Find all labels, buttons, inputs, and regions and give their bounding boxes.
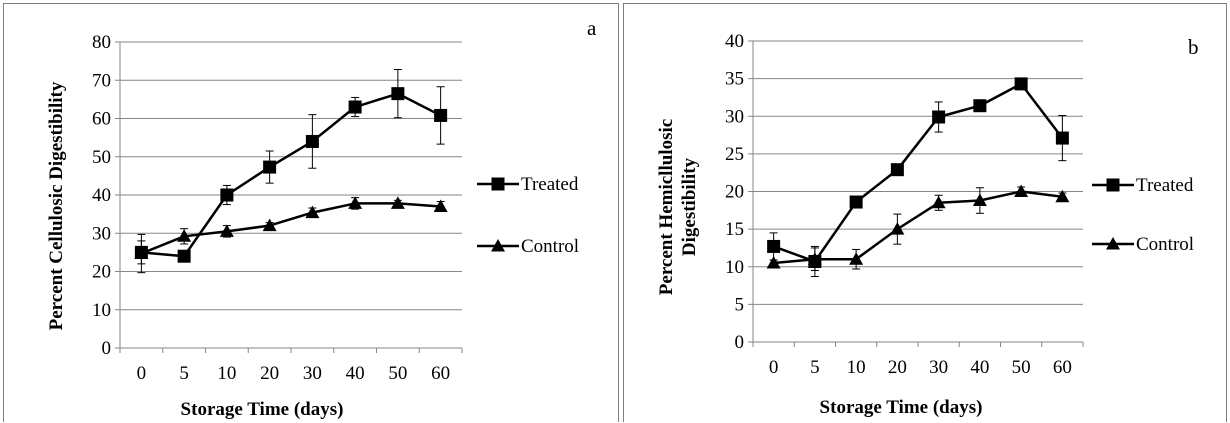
treated-series-line [141,92,442,258]
treated-marker [1055,131,1069,145]
treated-series-line [773,82,1064,263]
y-tick-label: 10 [92,300,111,321]
x-tick-label: 0 [769,357,779,378]
treated-marker [849,195,863,209]
x-tick-label: 50 [1012,357,1031,378]
y-tick-label: 10 [725,257,744,278]
control-marker [348,196,363,209]
chart-panel-b: b Storage Time (days) Percent Hemicllulo… [623,3,1227,422]
y-tick-label: 40 [92,185,111,206]
chart-b-ylabel: Percent Hemicllulosic Digestibility [656,119,700,295]
y-tick-label: 35 [725,69,744,90]
control-marker [219,224,234,237]
chart-b-ylabel-line1: Percent Hemicllulosic [656,119,677,295]
treated-marker [434,108,448,122]
legend-control-label: Control [521,236,579,257]
chart-a-xlabel: Storage Time (days) [181,399,344,420]
x-tick-label: 30 [303,363,322,384]
control-series-line [140,202,441,255]
treated-marker [305,134,319,148]
treated-marker [177,249,191,263]
control-marker [890,222,905,235]
control-marker [766,255,781,269]
control-marker [177,229,192,242]
treated-marker [391,87,405,101]
treated-marker [890,163,904,177]
x-tick-label: 50 [388,363,407,384]
y-tick-label: 80 [92,32,111,53]
panel-label-a: a [587,16,597,40]
control-marker [972,193,987,207]
x-tick-label: 30 [929,357,948,378]
legend-control-marker [491,239,505,252]
control-marker [931,195,946,209]
x-tick-label: 60 [431,363,450,384]
y-tick-label: 20 [92,262,111,283]
y-tick-label: 30 [92,223,111,244]
y-tick-label: 30 [725,106,744,127]
x-tick-label: 10 [847,357,866,378]
x-tick-label: 5 [179,363,189,384]
y-tick-label: 40 [725,31,744,52]
control-marker [305,205,320,219]
legend-control-marker [1106,237,1120,250]
y-tick-label: 0 [102,338,112,359]
treated-marker [767,239,781,253]
x-tick-label: 40 [346,363,365,384]
x-tick-label: 20 [260,363,279,384]
chart-b-xlabel: Storage Time (days) [820,397,983,418]
x-tick-label: 0 [137,363,147,384]
x-tick-label: 10 [217,363,236,384]
legend-control-label: Control [1136,234,1194,255]
chart-panel-a: a Storage Time (days) Percent Cellulosic… [3,3,619,422]
y-tick-label: 50 [92,147,111,168]
x-tick-label: 20 [888,357,907,378]
chart-b-ylabel-line2: Digestibility [679,157,700,256]
chart-b-canvas: b Storage Time (days) Percent Hemicllulo… [656,31,1199,418]
control-marker [433,199,448,212]
y-tick-label: 70 [92,70,111,91]
y-tick-label: 20 [725,182,744,203]
control-marker [134,246,149,260]
chart-a-canvas: a Storage Time (days) Percent Cellulosic… [46,16,597,420]
chart-a-ylabel: Percent Cellulosic Digestibility [46,81,67,330]
legend-treated-label: Treated [521,174,579,195]
treated-marker [348,100,362,114]
treated-marker [1014,77,1028,91]
x-tick-label: 5 [810,357,820,378]
y-tick-label: 25 [725,144,744,165]
control-series-line [773,190,1063,265]
control-marker [807,252,822,265]
treated-marker [220,188,234,202]
control-marker [1055,189,1070,203]
y-tick-label: 5 [735,294,745,315]
treated-marker [973,99,987,113]
legend-treated-marker [1106,178,1120,192]
control-marker [262,218,277,232]
legend-treated-label: Treated [1136,175,1194,196]
x-tick-label: 60 [1053,357,1072,378]
x-tick-label: 40 [970,357,989,378]
control-marker [390,196,405,209]
control-marker [1014,184,1029,197]
y-tick-label: 0 [735,332,745,353]
treated-marker [932,110,946,124]
treated-marker [263,160,277,174]
legend-treated-marker [491,177,505,191]
panel-label-b: b [1188,35,1199,59]
y-tick-label: 15 [725,219,744,240]
y-tick-label: 60 [92,109,111,130]
control-marker [849,252,864,265]
